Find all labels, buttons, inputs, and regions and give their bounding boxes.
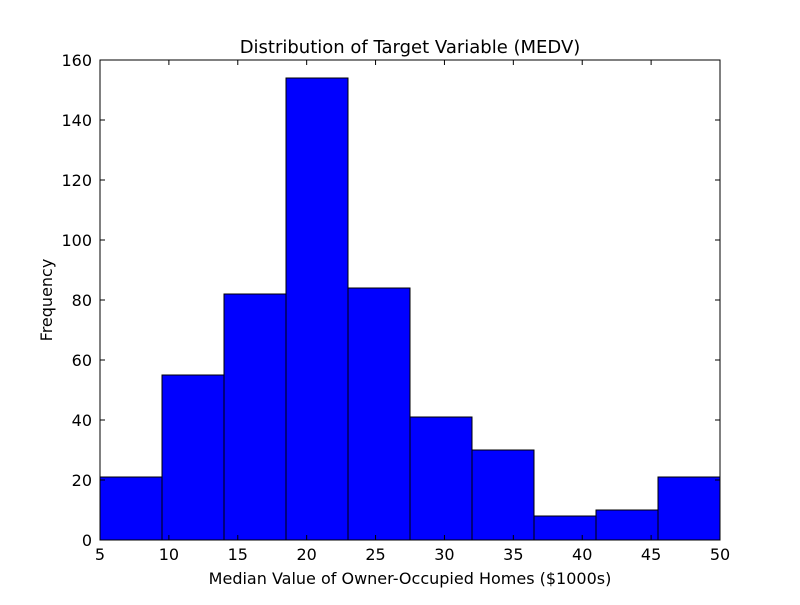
y-tick-label: 80	[72, 291, 92, 310]
y-tick-label: 120	[61, 171, 92, 190]
x-tick-label: 30	[434, 545, 454, 564]
histogram-bar	[533, 515, 597, 541]
histogram-bar	[223, 293, 287, 541]
histogram-bar	[471, 449, 535, 541]
y-tick-label: 160	[61, 51, 92, 70]
x-tick-label: 10	[159, 545, 179, 564]
bars-group	[99, 77, 721, 541]
x-tick-label: 50	[710, 545, 730, 564]
y-tick-label: 0	[82, 531, 92, 550]
y-tick-label: 40	[72, 411, 92, 430]
x-tick-label: 15	[228, 545, 248, 564]
x-tick-label: 35	[503, 545, 523, 564]
y-tick-label: 20	[72, 471, 92, 490]
histogram-bar	[657, 476, 721, 541]
histogram-bar	[285, 77, 349, 541]
ticks-group: 5 10 15 20 25 30 35 40 45 50 0 20 40 60 80 100 120 140 160	[61, 51, 730, 564]
histogram-bar	[409, 416, 473, 541]
y-tick-label: 140	[61, 111, 92, 130]
x-axis-label: Median Value of Owner-Occupied Homes ($1…	[209, 569, 612, 588]
histogram-bar	[161, 374, 225, 541]
y-tick-label: 100	[61, 231, 92, 250]
histogram-bar	[595, 509, 659, 541]
x-tick-label: 25	[365, 545, 385, 564]
y-tick-label: 60	[72, 351, 92, 370]
histogram-bar	[347, 287, 411, 541]
x-tick-label: 45	[641, 545, 661, 564]
x-tick-label: 40	[572, 545, 592, 564]
y-axis-label: Frequency	[37, 259, 56, 342]
plot-frame	[99, 59, 721, 541]
histogram-bar	[99, 476, 163, 541]
x-tick-label: 20	[296, 545, 316, 564]
x-tick-label: 5	[95, 545, 105, 564]
chart-title: Distribution of Target Variable (MEDV)	[240, 37, 581, 58]
